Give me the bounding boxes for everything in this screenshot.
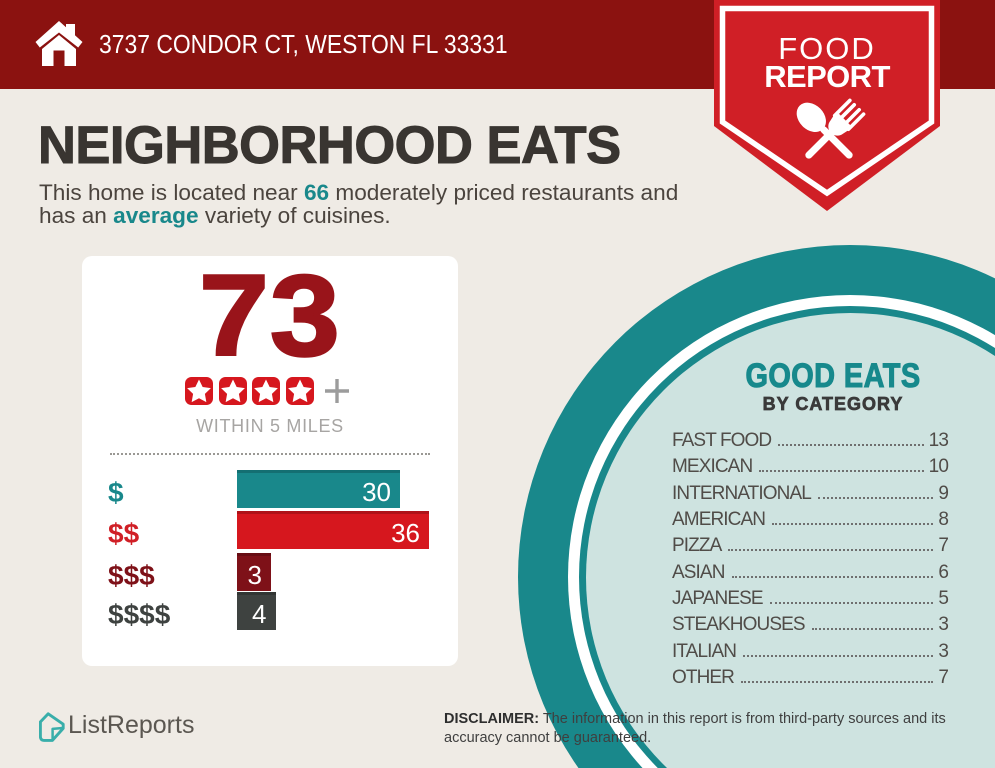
svg-text:FOOD: FOOD: [778, 31, 876, 66]
svg-text:REPORT: REPORT: [764, 59, 890, 94]
